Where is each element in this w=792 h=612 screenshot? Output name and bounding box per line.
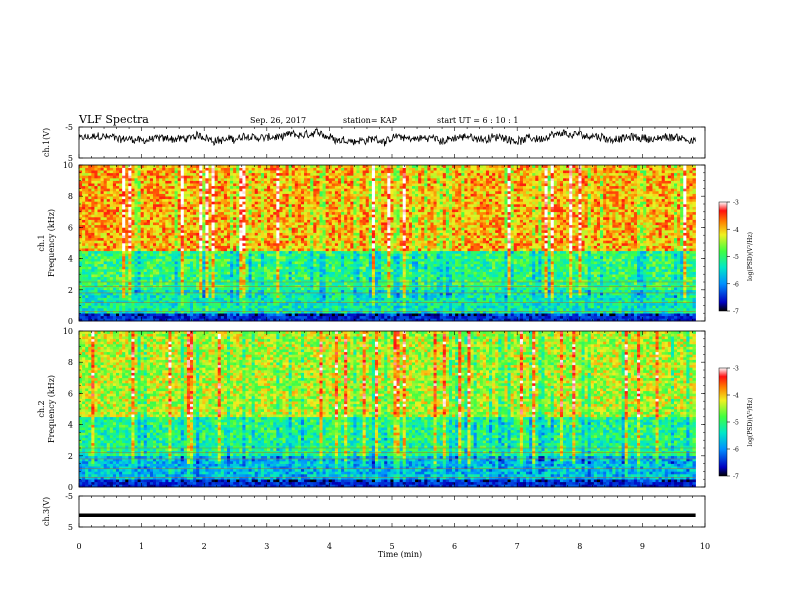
x-tick-label: 2 bbox=[202, 542, 207, 551]
y-tick-label: 8 bbox=[68, 192, 73, 201]
y-tick-label: 0 bbox=[68, 317, 73, 326]
y-tick-label: 4 bbox=[68, 255, 73, 264]
colorbar-label: log(PSD)(V²/Hz) bbox=[747, 232, 754, 281]
y-axis-label: ch.1(V) bbox=[42, 128, 51, 157]
colorbar-tick-label: -3 bbox=[733, 366, 739, 373]
colorbar-tick-label: -3 bbox=[733, 200, 739, 207]
x-tick-label: 8 bbox=[577, 542, 582, 551]
y-tick-label: 10 bbox=[63, 161, 73, 170]
date-label: Sep. 26, 2017 bbox=[250, 116, 306, 125]
colorbar-tick-label: -7 bbox=[733, 474, 739, 481]
colorbar-tick-label: -4 bbox=[733, 393, 739, 400]
colorbar-tick-label: -4 bbox=[733, 227, 739, 234]
ch1-spectrogram-image bbox=[79, 165, 696, 321]
ch1-waveform-panel: 5-5ch.1(V) bbox=[42, 123, 705, 163]
ch3-waveform-panel: 5 -5 ch.3(V) bbox=[42, 492, 705, 532]
vlf-figure: VLF Spectra Sep. 26, 2017 station= KAP s… bbox=[0, 0, 792, 612]
y-axis-label: ch.2Frequency (kHz) bbox=[37, 375, 56, 443]
ch1-spectrogram-panel: 0 2 4 6 8 10 ch.1Frequency (kHz) bbox=[37, 161, 705, 326]
y-axis-label: ch.1Frequency (kHz) bbox=[37, 209, 56, 277]
x-tick-label: 7 bbox=[515, 542, 520, 551]
colorbars: -3 -4 -5 -6 -7 log(PSD)(V²/Hz) -3 -4 -5 -6 -7 log(P… bbox=[719, 200, 754, 481]
colorbar bbox=[719, 368, 727, 476]
colorbar bbox=[719, 202, 727, 311]
y-axis-label: ch.3(V) bbox=[42, 497, 51, 526]
x-tick-label: 3 bbox=[264, 542, 269, 551]
y-tick-label: 6 bbox=[68, 389, 73, 398]
x-axis-label: Time (min) bbox=[378, 550, 422, 559]
colorbar-tick-label: -6 bbox=[733, 281, 739, 288]
ch2-spectrogram-image bbox=[79, 331, 696, 487]
x-tick-label: 6 bbox=[452, 542, 457, 551]
colorbar-label: log(PSD)(V²/Hz) bbox=[747, 398, 754, 447]
y-tick-label: 4 bbox=[68, 421, 73, 430]
colorbar-tick-label: -5 bbox=[733, 254, 739, 261]
y-tick-label: 2 bbox=[68, 452, 73, 461]
ch2-spectrogram-panel: 0 2 4 6 8 10 ch.2Frequency (kHz) bbox=[37, 327, 705, 492]
x-tick-label: 4 bbox=[327, 542, 332, 551]
colorbar-tick-label: -6 bbox=[733, 447, 739, 454]
y-tick-label: 0 bbox=[68, 483, 73, 492]
station-label: station= KAP bbox=[343, 116, 398, 125]
y-tick-label: 10 bbox=[63, 327, 73, 336]
colorbar-tick-label: -5 bbox=[733, 420, 739, 427]
y-tick-label: 6 bbox=[68, 223, 73, 232]
x-tick-label: 10 bbox=[700, 542, 710, 551]
x-tick-label: 0 bbox=[76, 542, 81, 551]
figure-title: VLF Spectra bbox=[78, 113, 149, 126]
start-time-label: start UT = 6 : 10 : 1 bbox=[437, 116, 518, 125]
y-tick-label: -5 bbox=[65, 492, 73, 501]
colorbar-tick-label: -7 bbox=[733, 309, 739, 316]
y-tick-label: 5 bbox=[68, 523, 73, 532]
x-tick-label: 1 bbox=[139, 542, 144, 551]
y-tick-label: -5 bbox=[65, 123, 73, 132]
x-tick-label: 9 bbox=[640, 542, 645, 551]
y-tick-label: 2 bbox=[68, 286, 73, 295]
y-tick-label: 8 bbox=[68, 358, 73, 367]
